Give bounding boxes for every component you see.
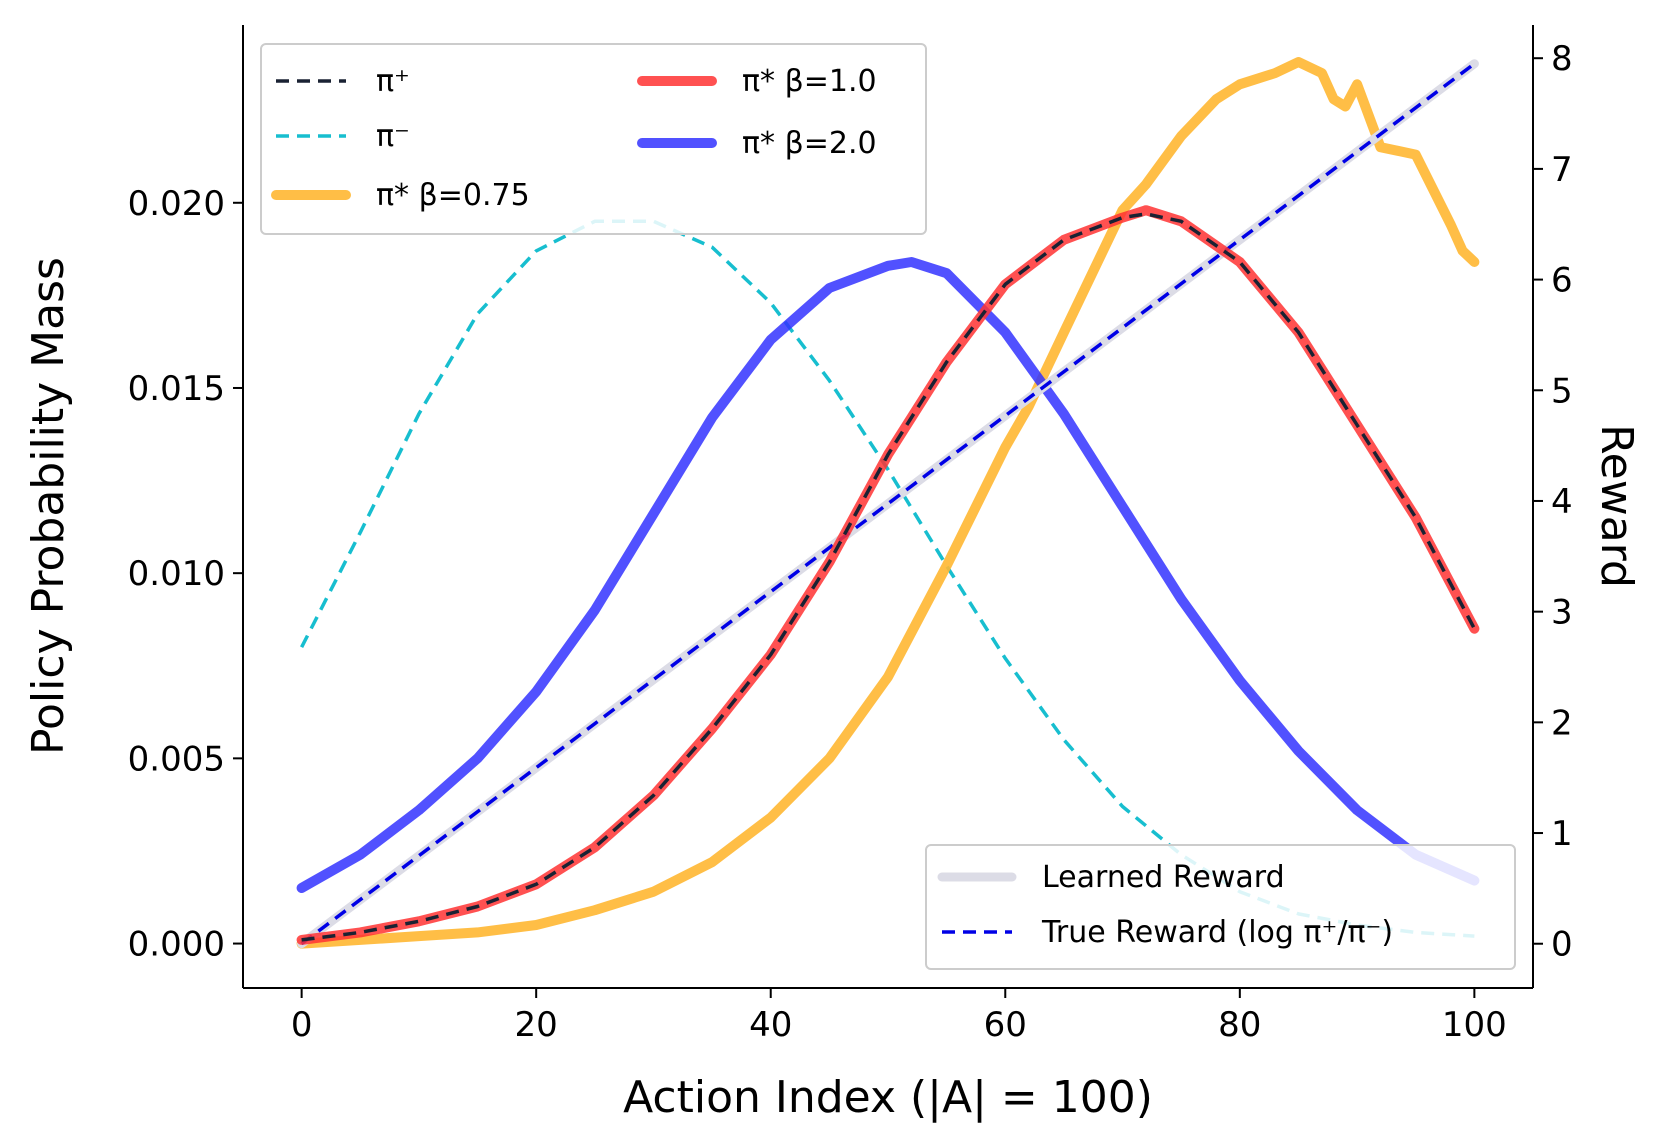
y-right-tick-label: 8 <box>1551 39 1573 79</box>
legend-label: π* β=1.0 <box>742 64 877 99</box>
y-left-tick-label: 0.015 <box>128 369 225 409</box>
legend-item-pi-star-beta-0-75: π* β=0.75 <box>271 178 530 213</box>
legend-label: π⁻ <box>376 119 410 154</box>
legend-item-pi-plus: π⁺ <box>276 64 410 99</box>
x-tick-label: 80 <box>1218 1005 1261 1045</box>
legend-item-pi-star-beta-2-0: π* β=2.0 <box>637 126 877 161</box>
legend-top-items: π⁺ π⁻ π* β=0.75 π* β=1.0 π* β=2.0 <box>271 64 877 213</box>
y-right-axis-ticks: 0 1 2 3 4 5 6 7 8 <box>1533 39 1573 965</box>
legend-label: True Reward (log π⁺/π⁻) <box>1041 915 1393 950</box>
x-tick-label: 100 <box>1442 1005 1507 1045</box>
legend-bottom: Learned Reward True Reward (log π⁺/π⁻) <box>925 844 1516 970</box>
legend-bottom-items: Learned Reward True Reward (log π⁺/π⁻) <box>937 860 1393 950</box>
y-right-tick-label: 3 <box>1551 593 1573 633</box>
x-tick-label: 20 <box>515 1005 558 1045</box>
plot-lines <box>296 57 1480 949</box>
y-right-axis-title: Reward <box>1591 424 1642 588</box>
legend-top-frame <box>260 43 927 235</box>
legend-item-learned-reward: Learned Reward <box>937 860 1285 895</box>
y-right-tick-label: 5 <box>1551 371 1573 411</box>
legend-item-pi-minus: π⁻ <box>276 119 410 154</box>
series-line-pi-star-beta-2-0 <box>296 257 1480 893</box>
y-left-tick-label: 0.020 <box>128 184 225 224</box>
series-line-pi-star-beta-0-75 <box>296 57 1480 949</box>
y-right-tick-label: 1 <box>1551 814 1573 854</box>
legend-top: π⁺ π⁻ π* β=0.75 π* β=1.0 π* β=2.0 <box>260 43 927 235</box>
x-axis-title: Action Index (|A| = 100) <box>623 1072 1153 1123</box>
y-left-tick-label: 0.010 <box>128 554 225 594</box>
y-right-tick-label: 7 <box>1551 150 1573 190</box>
legend-bottom-frame <box>925 844 1516 970</box>
y-left-axis-title: Policy Probability Mass <box>23 257 74 755</box>
legend-label: π* β=2.0 <box>742 126 877 161</box>
series-line-pi-plus <box>301 212 1476 942</box>
legend-label: Learned Reward <box>1042 860 1285 895</box>
series-line-true-reward-log-pi-plus-pi-minus <box>300 62 1476 946</box>
legend-item-true-reward-log-pi-plus-pi-minus: True Reward (log π⁺/π⁻) <box>942 915 1393 950</box>
y-left-tick-label: 0.000 <box>128 925 225 965</box>
x-tick-label: 60 <box>984 1005 1027 1045</box>
legend-label: π* β=0.75 <box>376 178 530 213</box>
y-right-tick-label: 4 <box>1551 482 1573 522</box>
legend-item-pi-star-beta-1-0: π* β=1.0 <box>637 64 877 99</box>
legend-label: π⁺ <box>376 64 410 99</box>
y-right-tick-label: 0 <box>1551 925 1573 965</box>
x-axis-ticks: 0 20 40 60 80 100 <box>291 988 1507 1045</box>
y-left-axis-ticks: 0.000 0.005 0.010 0.015 0.020 <box>128 184 243 965</box>
y-right-tick-label: 6 <box>1551 261 1573 301</box>
y-left-tick-label: 0.005 <box>128 739 225 779</box>
y-right-tick-label: 2 <box>1551 703 1573 743</box>
x-tick-label: 40 <box>749 1005 792 1045</box>
x-tick-label: 0 <box>291 1005 313 1045</box>
